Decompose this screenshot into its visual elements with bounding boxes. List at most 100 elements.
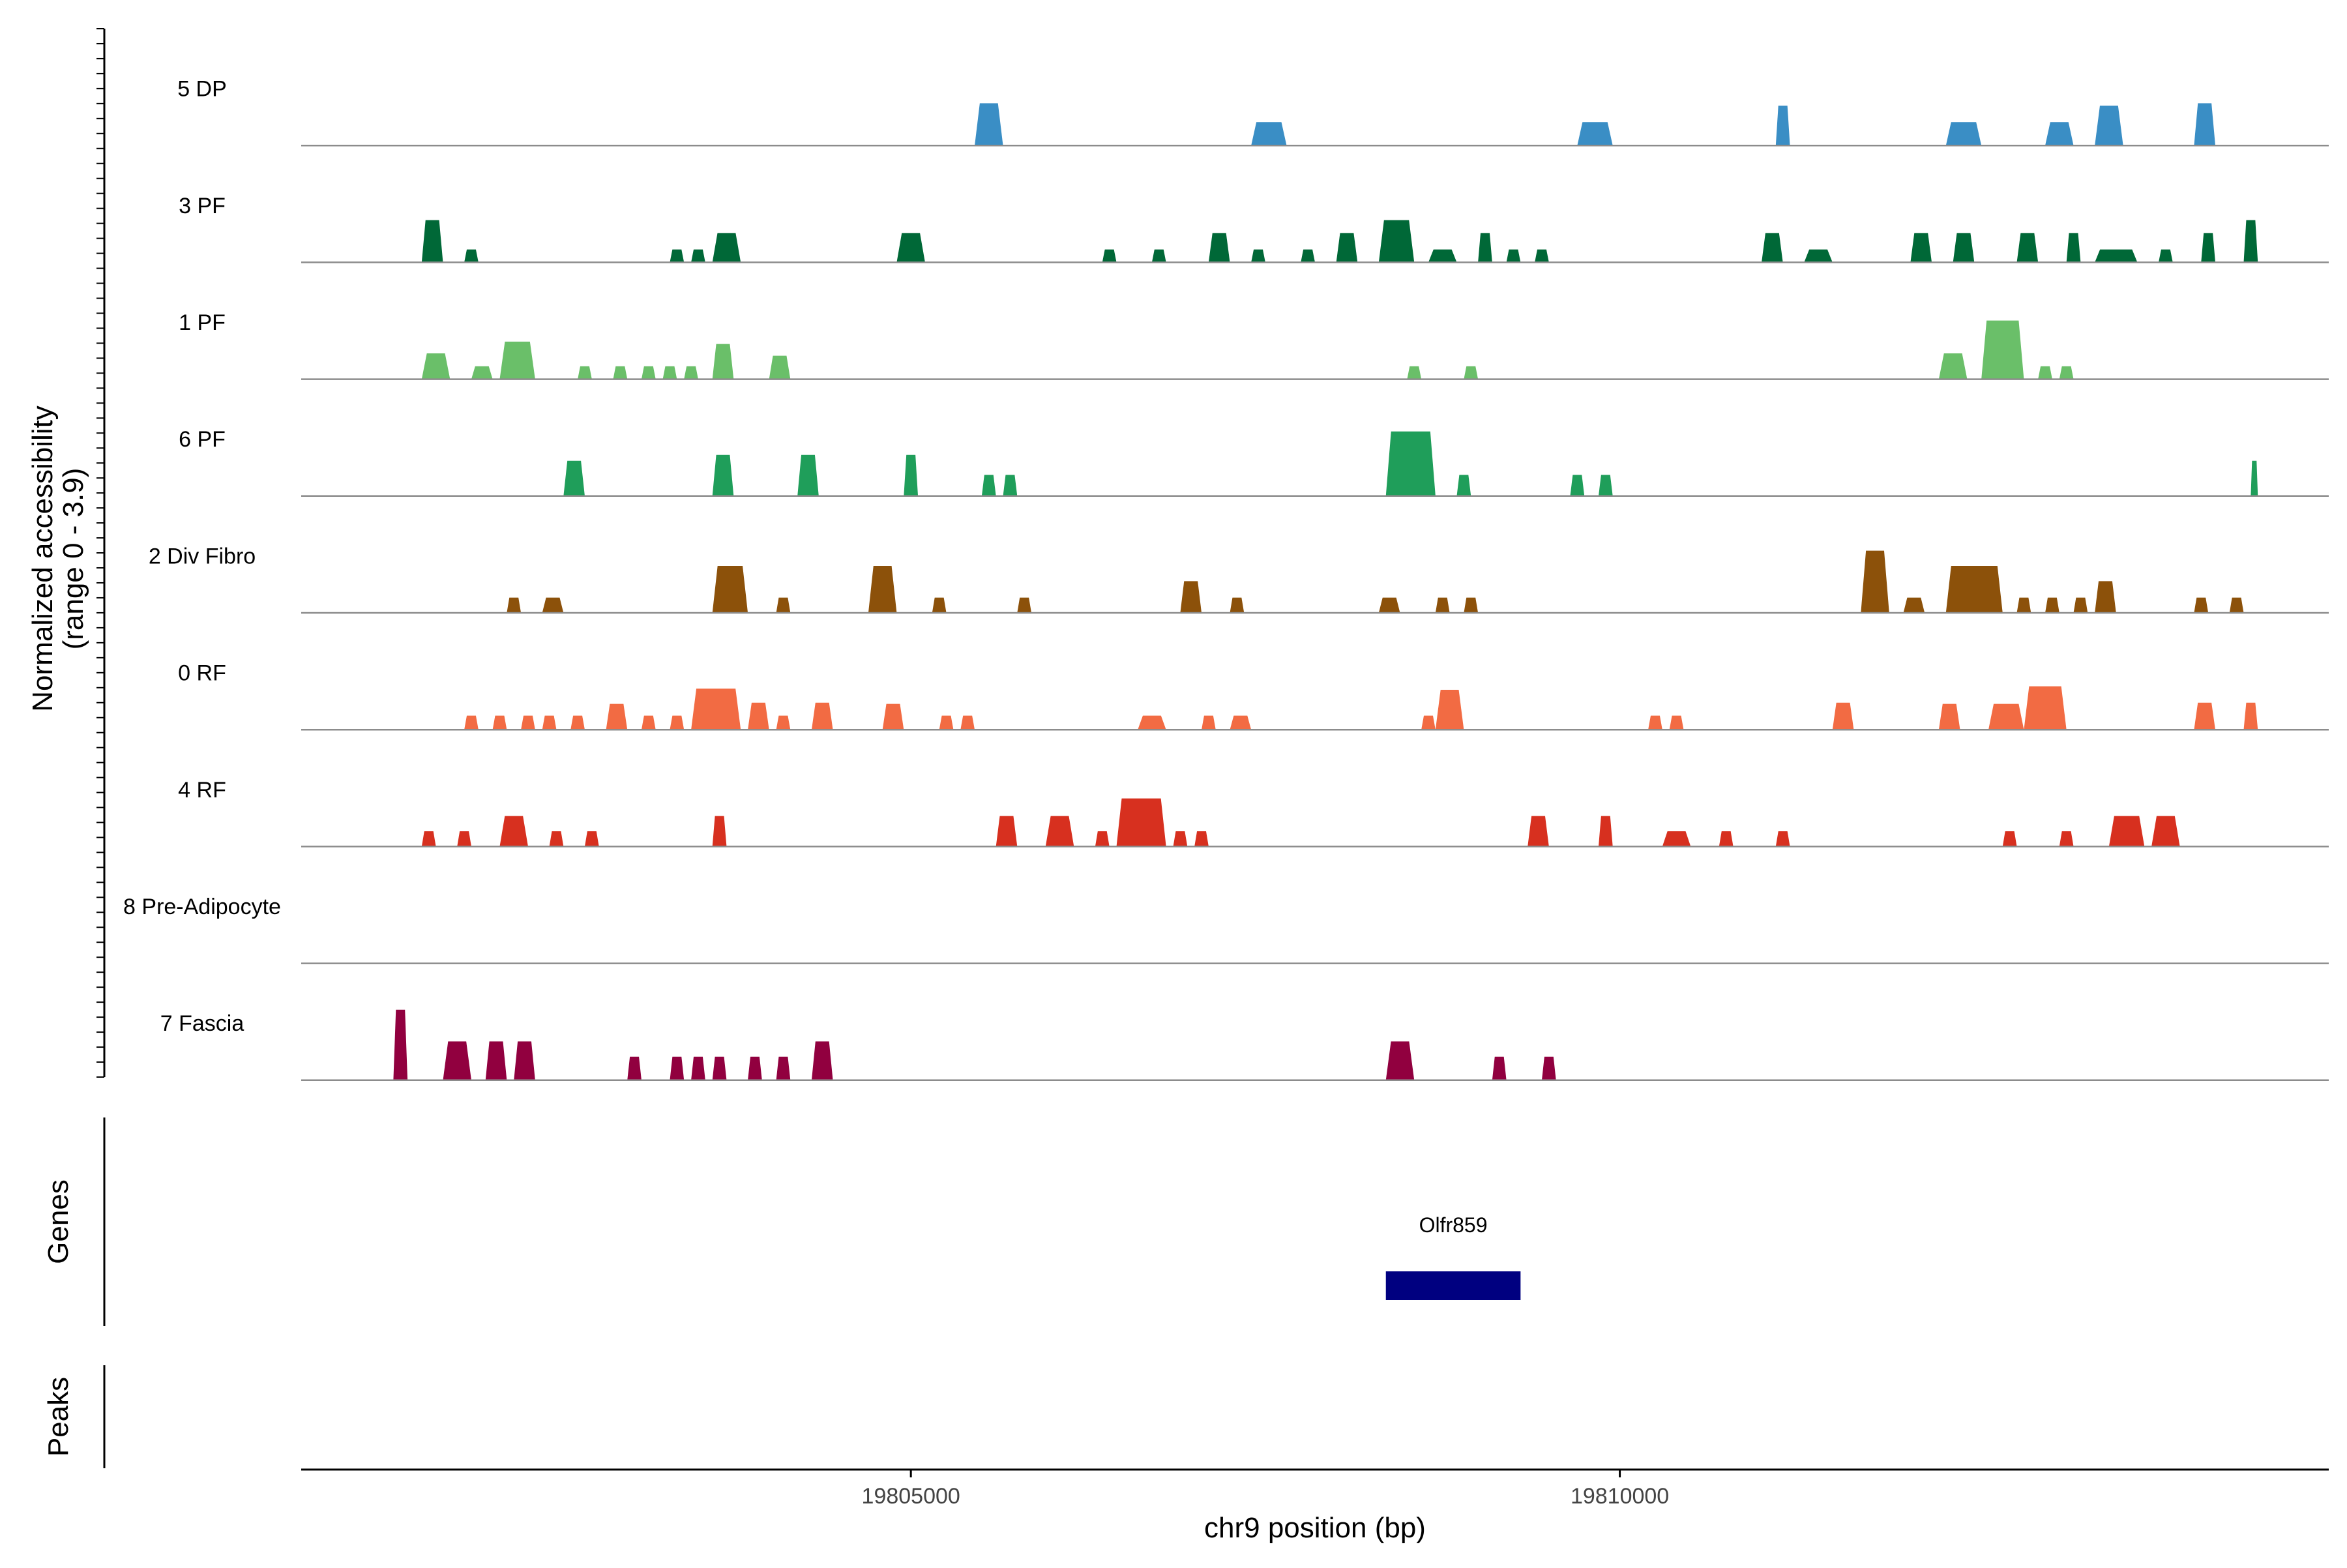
coverage-peak — [797, 454, 819, 496]
track-label: 7 Fascia — [160, 1011, 244, 1036]
coverage-peak — [492, 715, 507, 730]
coverage-peak — [443, 1041, 471, 1080]
coverage-peak — [811, 1041, 833, 1080]
coverage-peak — [421, 353, 450, 379]
coverage-peak — [1464, 597, 1479, 613]
coverage-peak — [1464, 366, 1479, 379]
coverage-peak — [670, 249, 685, 263]
coverage-peak — [882, 703, 904, 730]
coverage-peak — [712, 566, 748, 613]
coverage-peak — [421, 831, 436, 847]
coverage-peak — [1478, 233, 1492, 263]
coverage-peak — [2038, 366, 2052, 379]
coverage-peak — [542, 597, 564, 613]
coverage-peak — [641, 715, 656, 730]
gene-label: Olfr859 — [1419, 1213, 1488, 1237]
coverage-peak — [1378, 220, 1415, 263]
coverage-peak — [712, 454, 734, 496]
coverage-peak — [1435, 597, 1450, 613]
coverage-peak — [811, 702, 833, 730]
coverage-peak — [393, 1009, 408, 1080]
coverage-peak — [1804, 249, 1833, 263]
coverage-peak — [1953, 233, 1975, 263]
coverage-peak — [1208, 233, 1230, 263]
coverage-peak — [1180, 581, 1202, 613]
genes-layer: Olfr859 — [1385, 1213, 1521, 1300]
coverage-peak — [1435, 690, 1464, 730]
tracks-layer: 5 DP 3 PF 1 PF 6 PF 2 Div Fibro 0 RF 4 RF 8 Pre… — [123, 77, 2329, 1082]
coverage-peak — [606, 703, 628, 730]
coverage-peak — [960, 715, 975, 730]
coverage-peak — [2229, 597, 2244, 613]
coverage-peak — [1301, 249, 1315, 263]
coverage-peak — [1945, 566, 2003, 613]
coverage-peak — [684, 366, 698, 379]
coverage-peak — [1775, 106, 1790, 146]
coverage-peak — [996, 816, 1018, 847]
gene-body — [1385, 1271, 1521, 1300]
track-label: 6 PF — [179, 427, 226, 452]
coverage-peak — [1003, 475, 1018, 496]
coverage-peak — [2066, 233, 2081, 263]
coverage-peak — [1378, 597, 1400, 613]
coverage-peak — [641, 366, 656, 379]
coverage-peak — [1138, 715, 1166, 730]
coverage-peak — [627, 1056, 642, 1080]
coverage-peak — [2095, 581, 2116, 613]
genes-panel-label: Genes — [42, 1179, 74, 1264]
track: 6 PF — [179, 427, 2329, 497]
track-label: 5 DP — [177, 77, 227, 102]
coverage-peak — [421, 220, 443, 263]
coverage-peak — [1151, 249, 1166, 263]
coverage-peak — [1492, 1056, 1507, 1080]
coverage-peak — [712, 233, 741, 263]
x-tick-label: 19810000 — [1571, 1484, 1669, 1509]
coverage-peak — [2194, 702, 2216, 730]
coverage-peak — [1903, 597, 1925, 613]
coverage-peak — [1861, 550, 1889, 613]
coverage-peak — [1017, 597, 1032, 613]
coverage-peak — [514, 1041, 535, 1080]
coverage-peak — [2024, 686, 2067, 730]
coverage-peak — [1910, 233, 1932, 263]
coverage-peak — [2108, 816, 2145, 847]
coverage-peak — [578, 366, 592, 379]
coverage-peak — [570, 715, 585, 730]
coverage-peak — [2095, 106, 2123, 146]
x-axis-label: chr9 position (bp) — [1204, 1512, 1426, 1544]
coverage-peak — [1428, 249, 1457, 263]
x-axis-ticks: 19805000 19810000 — [862, 1470, 1669, 1509]
track-label: 1 PF — [179, 310, 226, 335]
track-label: 0 RF — [178, 661, 226, 686]
coverage-peak — [464, 249, 479, 263]
coverage-peak — [2095, 249, 2138, 263]
coverage-peak — [1385, 1041, 1415, 1080]
coverage-peak — [1202, 715, 1216, 730]
track: 5 DP — [177, 77, 2329, 147]
coverage-peak — [2201, 233, 2216, 263]
coverage-peak — [1570, 475, 1585, 496]
track: 3 PF — [179, 194, 2329, 263]
coverage-peak — [464, 715, 479, 730]
coverage-peak — [1762, 233, 1783, 263]
coverage-peak — [2045, 122, 2074, 146]
coverage-peak — [485, 1041, 507, 1080]
coverage-peak — [1598, 816, 1613, 847]
coverage-peak — [1577, 122, 1613, 146]
coverage-peak — [1407, 366, 1422, 379]
coverage-peak — [896, 233, 925, 263]
coverage-peak — [904, 454, 919, 496]
coverage-peak — [563, 460, 585, 496]
coverage-peak — [939, 715, 954, 730]
track: 0 RF — [178, 661, 2329, 731]
coverage-peak — [670, 715, 685, 730]
coverage-peak — [1045, 816, 1074, 847]
coverage-peak — [2194, 597, 2209, 613]
track: 4 RF — [178, 778, 2329, 848]
coverage-peak — [2151, 816, 2180, 847]
coverage-peak — [1173, 831, 1188, 847]
coverage-peak — [1528, 816, 1549, 847]
track-label: 2 Div Fibro — [149, 544, 256, 569]
coverage-peak — [1775, 831, 1790, 847]
